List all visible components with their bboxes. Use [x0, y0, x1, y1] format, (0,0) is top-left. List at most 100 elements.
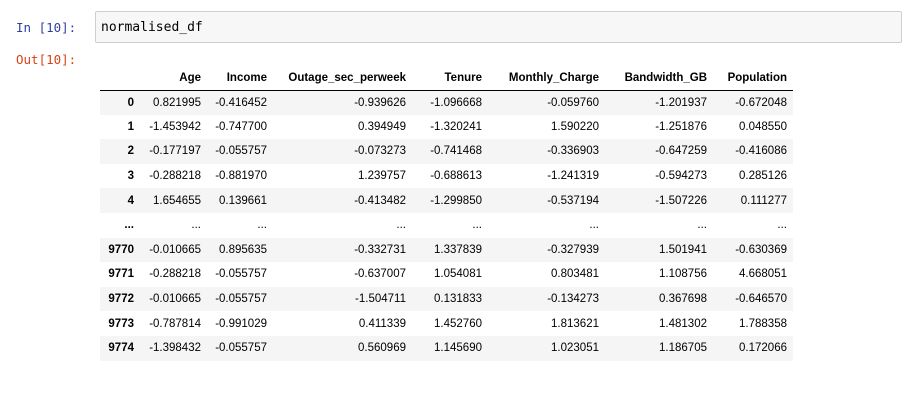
table-cell: -1.453942: [149, 120, 201, 133]
table-cell: ...: [191, 219, 201, 232]
table-cell: 0.285126: [739, 170, 787, 183]
table-cell: -0.055757: [215, 293, 267, 306]
table-cell: -0.010665: [149, 293, 201, 306]
table-cell: -0.939626: [354, 96, 406, 109]
table-header-row: Age Income Outage_sec_perweek Tenure Monthly…: [100, 66, 793, 91]
table-cell: -0.630369: [735, 243, 787, 256]
row-index: 9771: [108, 268, 134, 281]
output-prompt: Out[10]:: [16, 52, 77, 67]
row-index: 2: [127, 145, 134, 158]
table-cell: -1.251876: [655, 120, 707, 133]
table-cell: -0.688613: [430, 170, 482, 183]
table-cell: 0.821995: [153, 96, 201, 109]
table-cell: 0.367698: [659, 293, 707, 306]
table-cell: 1.654655: [153, 194, 201, 207]
table-cell: -0.332731: [354, 243, 406, 256]
table-cell: -0.055757: [215, 342, 267, 355]
table-cell: ...: [396, 219, 406, 232]
table-cell: -0.416452: [215, 96, 267, 109]
table-row: 9772 -0.010665 -0.055757 -1.504711 0.131833 -…: [100, 286, 793, 312]
table-cell: ...: [777, 219, 787, 232]
table-cell: -0.134273: [547, 293, 599, 306]
table-cell: -1.504711: [355, 293, 406, 306]
table-row: 9774 -1.398432 -0.055757 0.560969 1.145690 1.…: [100, 335, 793, 361]
table-cell: -0.055757: [215, 145, 267, 158]
table-cell: -0.288218: [149, 170, 201, 183]
table-cell: -1.398432: [149, 342, 201, 355]
row-index: 9773: [108, 317, 134, 330]
table-cell: 0.411339: [358, 317, 406, 330]
row-index: ...: [124, 219, 134, 232]
table-cell: 1.239757: [358, 170, 406, 183]
code-cell-input[interactable]: normalised_df: [95, 11, 902, 43]
table-cell: -0.327939: [547, 243, 599, 256]
table-cell: 1.590220: [551, 120, 599, 133]
table-cell: 0.560969: [358, 342, 406, 355]
table-cell: -0.073273: [354, 145, 406, 158]
table-cell: -1.320241: [430, 120, 482, 133]
table-row: 3 -0.288218 -0.881970 1.239757 -0.688613 -1.2…: [100, 164, 793, 189]
table-cell: 1.452760: [434, 317, 482, 330]
table-cell: -0.594273: [655, 170, 707, 183]
table-cell: 0.803481: [551, 268, 599, 281]
table-cell: -0.010665: [149, 243, 201, 256]
column-header: Population: [713, 66, 793, 91]
column-header: Monthly_Charge: [488, 66, 605, 91]
table-cell: ...: [257, 219, 267, 232]
table-body: 0 0.821995 -0.416452 -0.939626 -1.096668 -0.0…: [100, 90, 793, 361]
input-prompt: In [10]:: [16, 20, 77, 35]
table-cell: -0.537194: [547, 194, 599, 207]
table-cell: 1.481302: [659, 317, 707, 330]
column-header: Tenure: [412, 66, 488, 91]
table-row: 4 1.654655 0.139661 -0.413482 -1.299850 -0.53…: [100, 188, 793, 213]
table-cell: -1.241319: [547, 170, 599, 183]
table-row: 2 -0.177197 -0.055757 -0.073273 -0.741468 -0.…: [100, 139, 793, 164]
row-index: 0: [127, 96, 134, 109]
table-cell: -0.747700: [215, 120, 267, 133]
table-cell: -0.637007: [354, 268, 406, 281]
table-row: ........................: [100, 213, 793, 238]
row-index: 3: [127, 170, 134, 183]
column-header: Age: [140, 66, 207, 91]
table-cell: -1.507226: [655, 194, 707, 207]
row-index: 9770: [108, 243, 134, 256]
table-cell: 1.023051: [551, 342, 599, 355]
table-cell: 0.131833: [434, 293, 482, 306]
table-row: 0 0.821995 -0.416452 -0.939626 -1.096668 -0.0…: [100, 90, 793, 115]
table-cell: 1.788358: [739, 317, 787, 330]
table-cell: -1.201937: [655, 96, 707, 109]
table-cell: -0.647259: [655, 145, 707, 158]
table-cell: 1.813621: [551, 317, 599, 330]
code-text: normalised_df: [101, 20, 203, 35]
table-cell: -0.672048: [735, 96, 787, 109]
table-cell: -0.177197: [149, 145, 201, 158]
table-cell: -0.991029: [215, 317, 267, 330]
table-row: 9773 -0.787814 -0.991029 0.411339 1.452760 1.…: [100, 311, 793, 336]
table-row: 1 -1.453942 -0.747700 0.394949 -1.320241 1.59…: [100, 115, 793, 140]
table-row: 9771 -0.288218 -0.055757 -0.637007 1.054081 0…: [100, 262, 793, 287]
table-cell: ...: [472, 219, 482, 232]
column-header: Bandwidth_GB: [605, 66, 713, 91]
table-cell: 1.337839: [434, 243, 482, 256]
table-cell: -0.881970: [215, 170, 267, 183]
table-cell: 1.501941: [659, 243, 707, 256]
table-row: 9770 -0.010665 0.895635 -0.332731 1.337839 -0…: [100, 237, 793, 263]
row-index: 4: [127, 194, 134, 207]
table-cell: 0.048550: [739, 120, 787, 133]
table-cell: 0.111277: [740, 194, 787, 207]
row-index: 9774: [108, 342, 134, 355]
table-cell: -0.059760: [547, 96, 599, 109]
table-cell: -0.336903: [547, 145, 599, 158]
table-cell: -0.055757: [215, 268, 267, 281]
table-cell: 4.668051: [739, 268, 787, 281]
row-index: 1: [127, 120, 134, 133]
table-cell: 0.172066: [739, 342, 787, 355]
table-cell: 0.139661: [219, 194, 267, 207]
table-cell: -1.096668: [430, 96, 482, 109]
table-cell: -0.416086: [735, 145, 787, 158]
table-cell: -0.741468: [430, 145, 482, 158]
table-cell: 1.145690: [434, 342, 482, 355]
table-cell: -1.299850: [430, 194, 482, 207]
table-cell: 1.186705: [659, 342, 707, 355]
table-cell: -0.646570: [735, 293, 787, 306]
